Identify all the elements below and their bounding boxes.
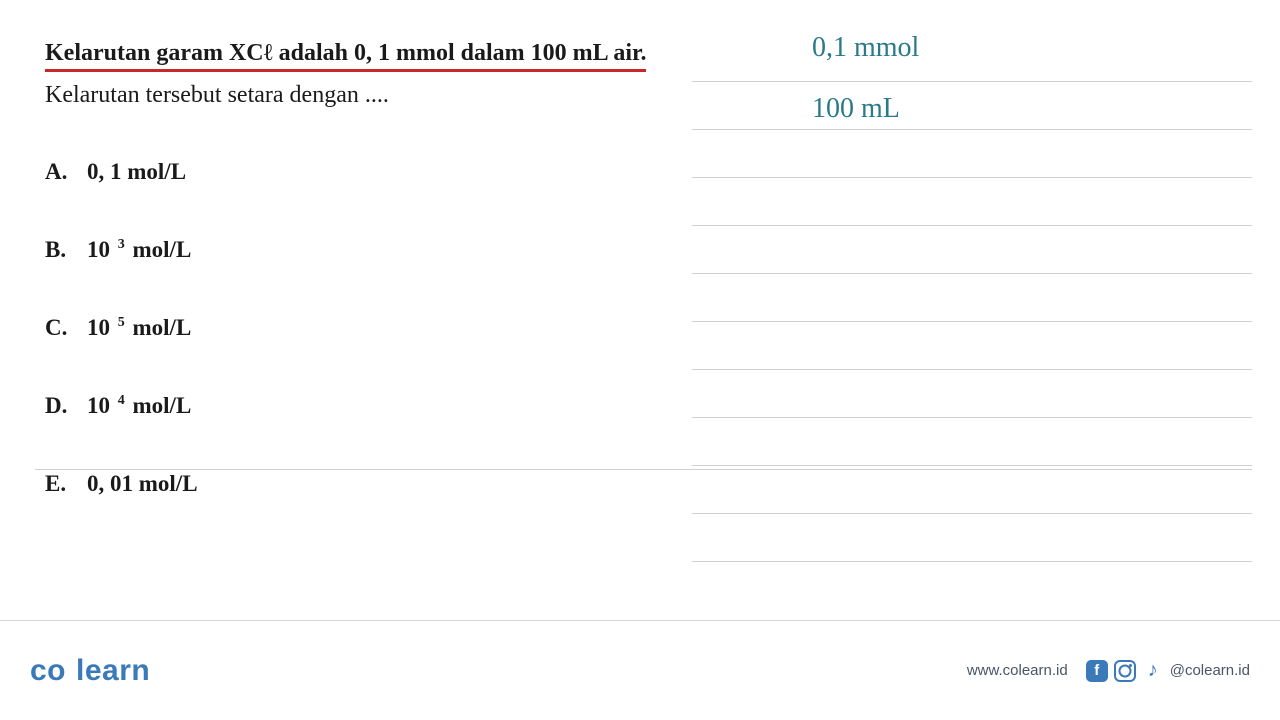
content-area: Kelarutan garam XCℓ adalah 0, 1 mmol dal… [0, 0, 1280, 620]
work-line [692, 370, 1252, 418]
option-letter: D. [45, 393, 87, 419]
option-letter: E. [45, 471, 87, 497]
work-line [692, 274, 1252, 322]
work-line [692, 226, 1252, 274]
work-line: 0,1 mmol [692, 34, 1252, 82]
facebook-icon[interactable]: f [1086, 660, 1108, 682]
handwritten-line2: 100 mL [812, 93, 900, 125]
handwritten-line1: 0,1 mmol [812, 32, 919, 77]
work-line [692, 130, 1252, 178]
footer-right: www.colearn.id f ♪ @colearn.id [967, 660, 1250, 682]
work-line [692, 178, 1252, 226]
work-area: 0,1 mmol 100 mL [692, 34, 1252, 562]
option-letter: B. [45, 237, 87, 263]
instagram-icon[interactable] [1114, 660, 1136, 682]
option-text: 10 4 mol/L [87, 393, 191, 419]
logo: colearn [30, 654, 150, 688]
work-line [692, 514, 1252, 562]
option-letter: C. [45, 315, 87, 341]
bottom-divider [35, 469, 1252, 470]
option-letter: A. [45, 159, 87, 185]
work-line [692, 322, 1252, 370]
footer: colearn www.colearn.id f ♪ @colearn.id [0, 620, 1280, 720]
work-line [692, 418, 1252, 466]
website-url[interactable]: www.colearn.id [967, 662, 1068, 679]
option-text: 10 5 mol/L [87, 315, 191, 341]
option-text: 0, 1 mol/L [87, 159, 186, 185]
social-icons: f ♪ @colearn.id [1086, 660, 1250, 682]
question-line1: Kelarutan garam XCℓ adalah 0, 1 mmol dal… [45, 40, 646, 72]
work-line: 100 mL [692, 82, 1252, 130]
work-line [692, 466, 1252, 514]
social-handle[interactable]: @colearn.id [1170, 662, 1250, 679]
tiktok-icon[interactable]: ♪ [1142, 660, 1164, 682]
option-text: 0, 01 mol/L [87, 471, 198, 497]
option-text: 10 3 mol/L [87, 237, 191, 263]
